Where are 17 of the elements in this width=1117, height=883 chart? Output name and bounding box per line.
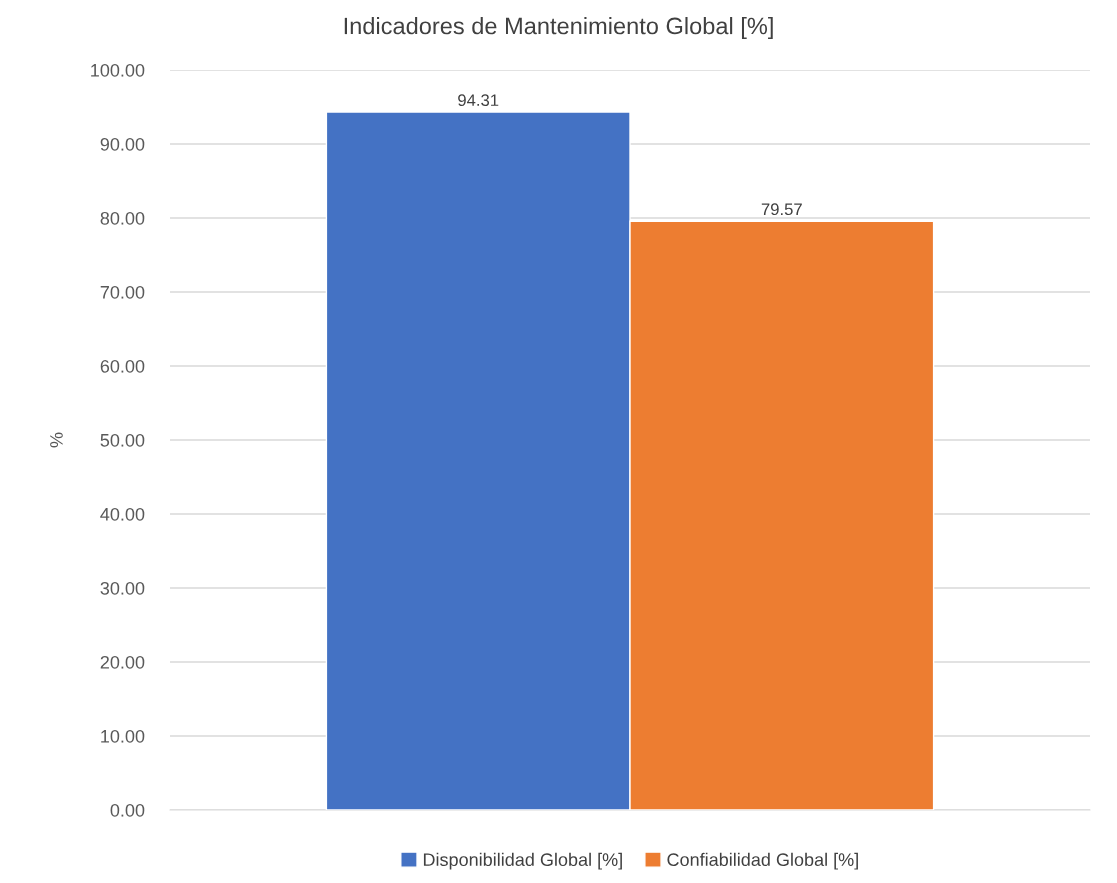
- y-tick-label: 10.00: [101, 729, 145, 743]
- y-tick-label: 60.00: [100, 359, 145, 373]
- y-axis-title: %: [50, 432, 63, 448]
- legend-label: Disponibilidad Global [%]: [423, 852, 622, 870]
- y-tick-label: 0.00: [110, 803, 145, 817]
- y-tick-label: 20.00: [100, 655, 145, 669]
- y-tick-label: 70.00: [100, 285, 145, 299]
- y-tick-label: 90.00: [100, 137, 145, 151]
- legend-label: Confiabilidad Global [%]: [667, 852, 858, 870]
- y-tick-label: 80.00: [100, 211, 145, 225]
- y-tick-label: 50.00: [100, 433, 145, 447]
- y-tick-label: 30.00: [100, 581, 145, 595]
- y-tick-label: 40.00: [100, 507, 145, 521]
- data-label: 94.31: [458, 94, 499, 107]
- y-tick-label: 100.00: [91, 63, 145, 77]
- chart-title: Indicadores de Mantenimiento Global [%]: [344, 17, 773, 39]
- data-label: 79.57: [761, 203, 802, 216]
